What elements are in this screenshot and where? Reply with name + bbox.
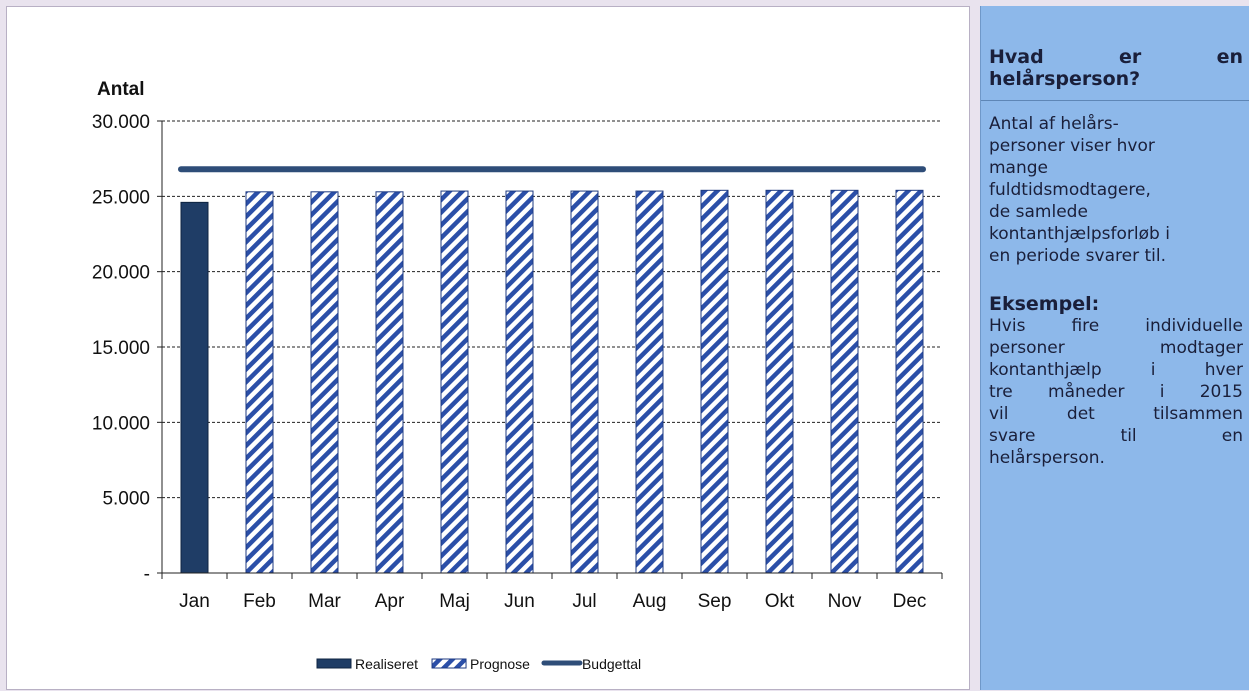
text-line: de samlede [989,202,1088,222]
bar-prognose [700,189,729,574]
x-tick-label: Nov [828,591,862,612]
x-tick-label: Apr [375,591,405,612]
y-tick-label: 10.000 [92,413,150,434]
bar-prognose [505,190,534,574]
y-tick-label: 20.000 [92,263,150,284]
x-tick-label: Dec [893,591,927,612]
legend-label: Realiseret [355,656,418,672]
info-panel: Hvad er en helårsperson? Antal af helårs… [980,6,1249,690]
example-heading: Eksempel: [989,293,1100,315]
legend-label: Prognose [470,656,530,672]
y-axis-label: Antal [97,79,145,100]
x-tick-label: Jul [572,591,596,612]
text-line: mange [989,158,1049,178]
x-tick-label: Jan [179,591,210,612]
bar-prognose [830,189,859,574]
info-divider [981,100,1249,101]
text-line: personer modtager [989,338,1243,358]
bar-prognose [440,190,469,574]
bar-prognose [375,191,404,574]
legend-swatch-realiseret [316,658,352,669]
text-line: Hvis fire individuelle [989,316,1243,336]
text-line: Antal af helårs- [989,114,1119,134]
text-line: kontanthjælpsforløb i [989,224,1170,244]
info-heading-line-1: Hvad er en [989,46,1243,68]
bar-realiseret [180,201,209,574]
x-tick-label: Aug [633,591,667,612]
text-line: vil det tilsammen [989,404,1243,424]
y-tick-label: - [144,564,150,585]
bar-prognose [895,189,924,574]
text-line: tre måneder i 2015 [989,382,1243,402]
text-line: en periode svarer til. [989,246,1166,266]
bar-prognose [245,191,274,574]
x-tick-label: Jun [504,591,535,612]
text-line: personer viser hvor [989,136,1155,156]
bar-prognose [635,190,664,574]
legend-swatch-prognose [431,658,467,669]
x-tick-label: Okt [765,591,795,612]
bar-chart: Antal - 5.000 10.000 15.000 20.000 25.000 30.00… [92,79,943,672]
bar-prognose [765,189,794,574]
y-tick-label: 15.000 [92,338,150,359]
x-tick-label: Feb [243,591,276,612]
example-body-last-line: helårsperson. [989,448,1105,468]
y-tick-label: 30.000 [92,112,150,133]
example-body: Hvis fire individuelle personer modtager k… [989,315,1243,447]
x-tick-label: Sep [698,591,732,612]
info-body: Antal af helårs-personer viser hvor mange… [989,113,1243,267]
bar-prognose [570,190,599,574]
text-line: svare til en [989,426,1243,446]
x-tick-label: Mar [308,591,341,612]
bar-prognose [310,191,339,574]
x-tick-label: Maj [439,591,470,612]
text-line: kontanthjælp i hver [989,360,1243,380]
y-tick-label: 25.000 [92,187,150,208]
info-heading-line-2: helårsperson? [989,68,1141,90]
text-line: fuldtidsmodtagere, [989,180,1151,200]
y-tick-label: 5.000 [102,489,150,510]
chart-panel: Antal - 5.000 10.000 15.000 20.000 25.000 30.00… [6,6,970,690]
legend-label: Budgettal [582,656,641,672]
